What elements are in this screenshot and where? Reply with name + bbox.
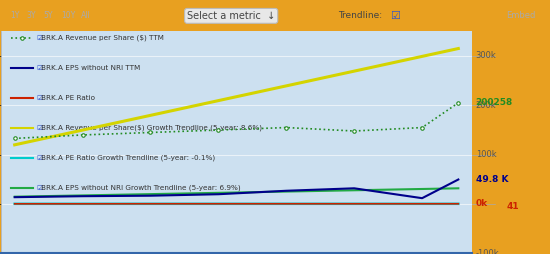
Text: 1Y: 1Y <box>10 11 19 20</box>
Text: 300k: 300k <box>476 52 497 60</box>
Text: ☑: ☑ <box>36 125 43 131</box>
Text: ☑: ☑ <box>36 185 43 191</box>
Text: Trendline:: Trendline: <box>338 11 382 20</box>
Text: BRK.A EPS without NRI Growth Trendline (5-year: 6.9%): BRK.A EPS without NRI Growth Trendline (… <box>41 185 241 191</box>
Text: BRK.A PE Ratio: BRK.A PE Ratio <box>41 95 95 101</box>
Text: BRK.A EPS without NRI TTM: BRK.A EPS without NRI TTM <box>41 65 140 71</box>
Text: 10Y: 10Y <box>61 11 75 20</box>
Text: 3Y: 3Y <box>26 11 36 20</box>
Text: ☑: ☑ <box>390 11 400 21</box>
Text: 100k: 100k <box>476 150 496 159</box>
Text: BRK.A Revenue per Share ($) TTM: BRK.A Revenue per Share ($) TTM <box>41 35 164 41</box>
Text: 200k: 200k <box>476 101 496 110</box>
Text: ☑: ☑ <box>36 95 43 101</box>
Text: 49.8 K: 49.8 K <box>476 175 508 184</box>
Text: ☑: ☑ <box>36 35 43 41</box>
Text: All: All <box>81 11 91 20</box>
Text: Embed: Embed <box>506 11 535 20</box>
Text: BRK.A Revenue per Share($) Growth Trendline (5-year: 8.6%): BRK.A Revenue per Share($) Growth Trendl… <box>41 125 262 131</box>
Text: 5Y: 5Y <box>43 11 52 20</box>
Text: ☑: ☑ <box>36 155 43 161</box>
Text: 41: 41 <box>507 202 519 211</box>
Text: 200258: 200258 <box>476 98 513 107</box>
Text: -100k: -100k <box>476 249 499 254</box>
Text: 0k: 0k <box>476 199 488 208</box>
Text: Select a metric  ↓: Select a metric ↓ <box>187 11 276 21</box>
Text: ☑: ☑ <box>36 65 43 71</box>
Text: BRK.A PE Ratio Growth Trendline (5-year: -0.1%): BRK.A PE Ratio Growth Trendline (5-year:… <box>41 155 215 161</box>
